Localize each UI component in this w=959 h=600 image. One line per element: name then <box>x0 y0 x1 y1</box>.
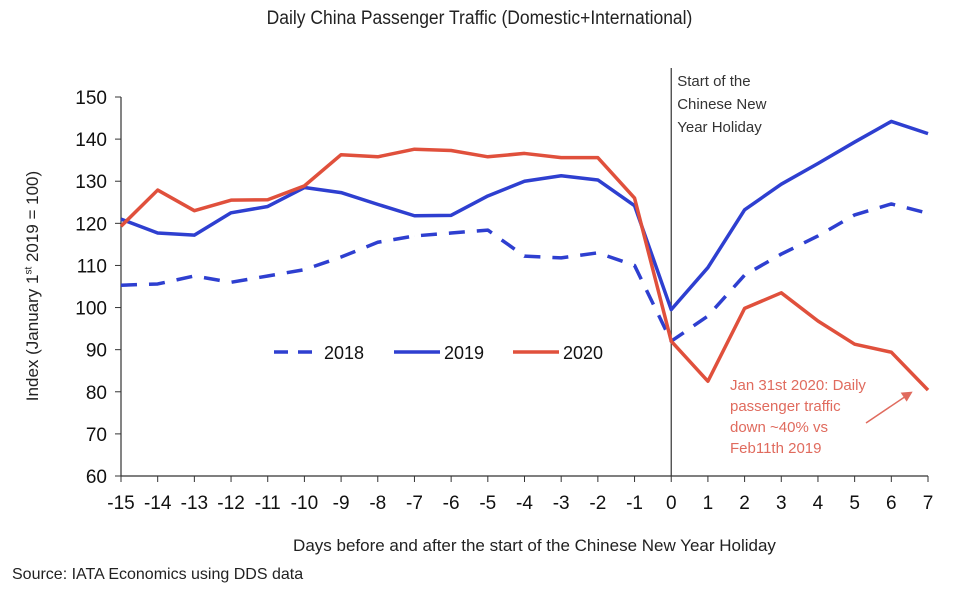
x-tick-label: -8 <box>369 493 386 514</box>
x-tick-label: -9 <box>333 493 350 514</box>
x-axis-label: Days before and after the start of the C… <box>293 536 776 555</box>
x-tick-label: -15 <box>107 493 134 514</box>
x-tick-label: 0 <box>666 493 677 514</box>
holiday-annotation-line: Start of the <box>677 73 750 90</box>
y-tick-label: 80 <box>86 383 107 404</box>
x-tick-label: -7 <box>406 493 423 514</box>
x-tick-label: -10 <box>291 493 318 514</box>
drop-annotation-line: Jan 31st 2020: Daily <box>730 377 866 394</box>
annotation-arrow-head <box>900 391 913 402</box>
annotation-arrow-line <box>865 394 908 424</box>
drop-annotation-line: Feb11th 2019 <box>730 440 821 457</box>
holiday-annotation-line: Chinese New <box>677 96 766 113</box>
y-tick-label: 150 <box>75 88 107 109</box>
series-line-2020 <box>119 147 930 392</box>
legend-label-2018: 2018 <box>324 343 364 363</box>
x-tick-label: 7 <box>923 493 934 514</box>
drop-annotation-line: down ~40% vs <box>730 419 828 436</box>
chart-title: Daily China Passenger Traffic (Domestic+… <box>266 8 693 29</box>
x-tick-label: 4 <box>813 493 824 514</box>
y-tick-label: 90 <box>86 341 107 362</box>
holiday-annotation-line: Year Holiday <box>677 119 762 136</box>
series-line-2018 <box>120 202 929 343</box>
legend-label-2020: 2020 <box>563 343 603 363</box>
legend-label-2019: 2019 <box>444 343 484 363</box>
x-tick-label: -11 <box>255 493 281 514</box>
x-tick-label: -12 <box>217 493 244 514</box>
x-tick-label: -14 <box>144 493 172 514</box>
y-tick-label: 60 <box>86 467 107 488</box>
x-tick-label: -5 <box>479 493 496 514</box>
x-tick-label: 3 <box>776 493 787 514</box>
x-tick-label: -13 <box>181 493 208 514</box>
source-note: Source: IATA Economics using DDS data <box>12 566 304 583</box>
y-tick-label: 70 <box>86 425 107 446</box>
drop-annotation-line: passenger traffic <box>730 398 841 415</box>
x-tick-label: 5 <box>849 493 860 514</box>
y-tick-label: 130 <box>75 172 107 193</box>
x-tick-label: -4 <box>516 493 533 514</box>
y-tick-label: 110 <box>77 256 107 277</box>
x-tick-label: -6 <box>443 493 460 514</box>
x-tick-label: -3 <box>553 493 570 514</box>
x-tick-label: -1 <box>626 493 643 514</box>
y-tick-label: 100 <box>75 299 107 320</box>
x-tick-label: 1 <box>703 493 714 514</box>
x-tick-label: 2 <box>739 493 750 514</box>
y-tick-label: 120 <box>75 214 107 235</box>
x-tick-label: 6 <box>886 493 897 514</box>
y-tick-label: 140 <box>75 130 107 151</box>
x-tick-label: -2 <box>589 493 606 514</box>
